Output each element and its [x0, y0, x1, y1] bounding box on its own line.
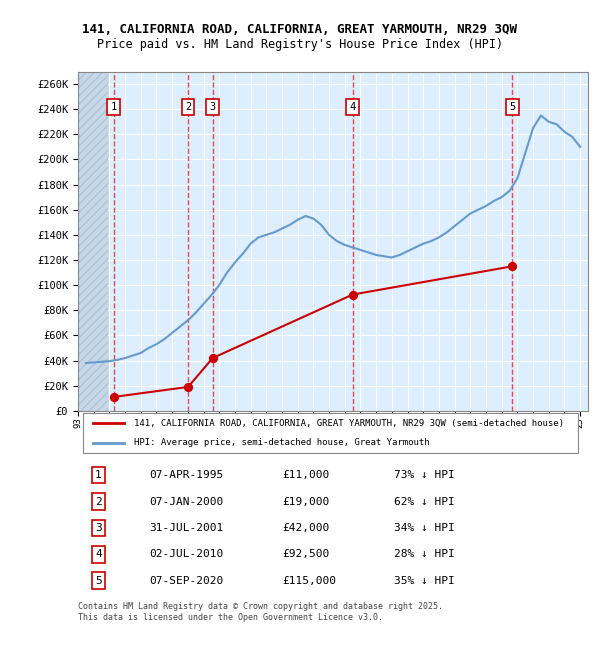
Text: 07-SEP-2020: 07-SEP-2020: [149, 576, 224, 586]
Text: HPI: Average price, semi-detached house, Great Yarmouth: HPI: Average price, semi-detached house,…: [134, 438, 430, 447]
Bar: [78, 72, 108, 411]
Point: [208, 353, 217, 363]
Text: 34% ↓ HPI: 34% ↓ HPI: [394, 523, 455, 533]
Text: 28% ↓ HPI: 28% ↓ HPI: [394, 549, 455, 560]
Text: Contains HM Land Registry data © Crown copyright and database right 2025.
This d: Contains HM Land Registry data © Crown c…: [78, 603, 443, 622]
Text: 07-JAN-2000: 07-JAN-2000: [149, 497, 224, 506]
Point: [348, 289, 358, 300]
FancyBboxPatch shape: [83, 413, 578, 453]
Text: 35% ↓ HPI: 35% ↓ HPI: [394, 576, 455, 586]
Text: £19,000: £19,000: [282, 497, 329, 506]
Text: 07-APR-1995: 07-APR-1995: [149, 470, 224, 480]
Bar: [78, 72, 108, 411]
Text: £92,500: £92,500: [282, 549, 329, 560]
Point: [508, 261, 517, 272]
Text: 4: 4: [95, 549, 102, 560]
Text: 02-JUL-2010: 02-JUL-2010: [149, 549, 224, 560]
Text: 4: 4: [350, 102, 356, 112]
Text: 31-JUL-2001: 31-JUL-2001: [149, 523, 224, 533]
Text: 2: 2: [185, 102, 191, 112]
Text: 5: 5: [509, 102, 515, 112]
Point: [109, 392, 118, 402]
Text: 141, CALIFORNIA ROAD, CALIFORNIA, GREAT YARMOUTH, NR29 3QW (semi-detached house): 141, CALIFORNIA ROAD, CALIFORNIA, GREAT …: [134, 419, 564, 428]
Text: 141, CALIFORNIA ROAD, CALIFORNIA, GREAT YARMOUTH, NR29 3QW: 141, CALIFORNIA ROAD, CALIFORNIA, GREAT …: [83, 23, 517, 36]
Text: £11,000: £11,000: [282, 470, 329, 480]
Text: 5: 5: [95, 576, 102, 586]
Text: 73% ↓ HPI: 73% ↓ HPI: [394, 470, 455, 480]
Text: Price paid vs. HM Land Registry's House Price Index (HPI): Price paid vs. HM Land Registry's House …: [97, 38, 503, 51]
Text: 3: 3: [209, 102, 216, 112]
Text: £42,000: £42,000: [282, 523, 329, 533]
Text: £115,000: £115,000: [282, 576, 336, 586]
Text: 1: 1: [110, 102, 116, 112]
Text: 1: 1: [95, 470, 102, 480]
Text: 3: 3: [95, 523, 102, 533]
Point: [184, 382, 193, 392]
Text: 2: 2: [95, 497, 102, 506]
Text: 62% ↓ HPI: 62% ↓ HPI: [394, 497, 455, 506]
